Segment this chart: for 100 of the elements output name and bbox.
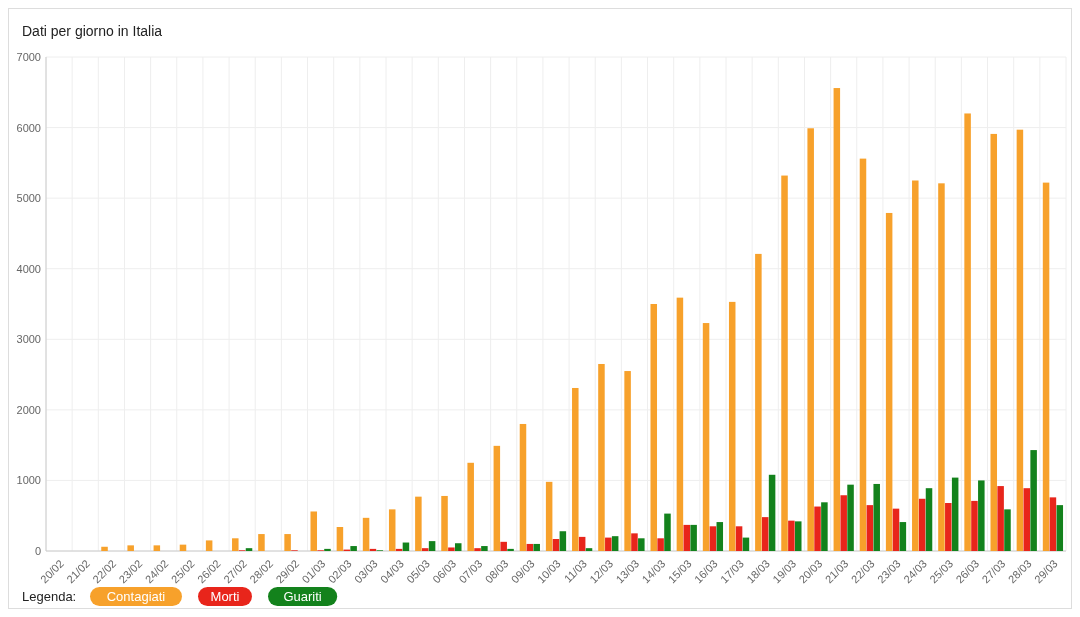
bar: [310, 511, 318, 551]
bar: [127, 545, 134, 551]
bar: [788, 520, 795, 551]
bar: [676, 297, 684, 551]
bar: [925, 488, 933, 551]
bar: [794, 521, 802, 551]
y-tick-label: 6000: [16, 121, 41, 134]
bar: [559, 531, 567, 551]
bar: [833, 88, 841, 551]
bar: [448, 547, 455, 551]
bar: [978, 480, 985, 551]
bar: [683, 524, 691, 551]
bar: [1016, 129, 1024, 551]
bar: [1030, 450, 1037, 551]
bar: [964, 113, 971, 551]
bar: [362, 517, 370, 551]
bar: [885, 212, 893, 551]
bar: [631, 533, 638, 551]
bar: [807, 128, 814, 551]
y-tick-label: 3000: [16, 333, 41, 346]
bar: [892, 508, 900, 551]
bar: [578, 536, 586, 551]
bar: [421, 548, 429, 551]
bar: [690, 524, 697, 551]
bar: [1042, 182, 1050, 551]
text: Contagiati: [106, 589, 166, 604]
bar: [702, 323, 710, 551]
bar: [533, 543, 540, 551]
y-tick-label: 1000: [16, 474, 41, 487]
bar: [611, 536, 619, 551]
bar: [997, 486, 1004, 551]
bar: [728, 301, 736, 551]
bar: [350, 546, 357, 551]
bar: [821, 502, 828, 551]
bar: [945, 503, 952, 551]
bar: [481, 546, 488, 551]
bar: [336, 527, 344, 551]
bar: [101, 546, 108, 551]
bar: [755, 253, 762, 551]
bar: [657, 538, 664, 551]
bar: [709, 526, 717, 551]
bar: [624, 371, 631, 551]
bar: [1056, 505, 1064, 551]
bar: [598, 363, 605, 551]
bar: [467, 462, 474, 551]
bar: [552, 539, 560, 551]
bar: [454, 543, 462, 551]
bar: [899, 522, 907, 551]
y-tick-label: 7000: [16, 51, 41, 63]
bar: [500, 541, 507, 551]
bar: [284, 534, 291, 551]
bar: [971, 500, 978, 551]
bar: [324, 548, 331, 551]
bar: [1049, 497, 1057, 551]
bar: [638, 538, 645, 551]
text: Morti: [210, 589, 240, 604]
bar: [768, 474, 776, 551]
bar: [415, 496, 422, 551]
bar: [605, 537, 612, 551]
bar: [493, 445, 501, 551]
bar: [474, 548, 481, 551]
bar: [814, 506, 821, 551]
bar: [245, 548, 253, 551]
bar: [664, 513, 671, 551]
bar: [1004, 509, 1011, 551]
bar: [428, 541, 436, 551]
bar: [951, 477, 959, 551]
bar: [153, 545, 161, 551]
bar: [572, 387, 579, 551]
bar: [847, 484, 854, 551]
chart-title: Dati per giorno in Italia: [22, 23, 163, 39]
bar: [840, 495, 847, 551]
bar: [990, 133, 998, 551]
bar: [388, 509, 396, 551]
bar: [258, 534, 265, 551]
bar: [526, 543, 534, 551]
bar: [918, 498, 926, 551]
bar: [781, 175, 788, 551]
bar: [519, 423, 527, 551]
bar: [205, 540, 213, 551]
bar: [742, 537, 750, 551]
bar: [441, 495, 448, 551]
bar: [545, 481, 553, 551]
bar: [938, 183, 945, 551]
bar: [716, 522, 724, 551]
bar: [585, 548, 593, 551]
bar: [1023, 488, 1031, 551]
bar: [735, 526, 743, 551]
bar: [859, 158, 867, 551]
bar: [507, 548, 514, 551]
bar: [232, 538, 239, 551]
y-tick-label: 2000: [16, 403, 41, 416]
bar: [873, 483, 880, 551]
y-tick-label: 4000: [16, 262, 41, 275]
bar: [650, 304, 658, 551]
legend-title: Legenda:: [22, 589, 77, 604]
text: Guariti: [283, 589, 322, 604]
y-tick-label: 5000: [16, 192, 41, 205]
bar: [761, 517, 769, 551]
y-tick-label: 0: [34, 545, 41, 557]
